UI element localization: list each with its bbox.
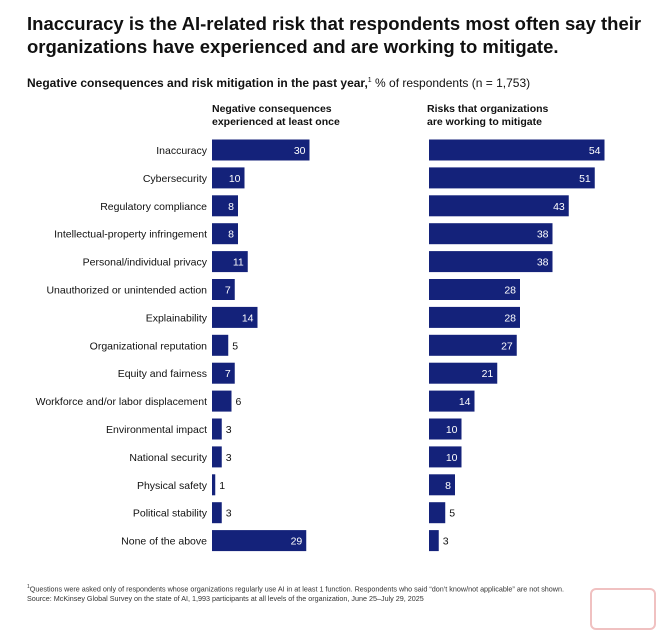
- bar-risk-mitigation: [429, 279, 520, 300]
- bar-negative-consequence: [212, 530, 307, 552]
- data-label: 8: [228, 201, 234, 213]
- bar-negative-consequence: [212, 139, 310, 161]
- footnote: 1Questions were asked only of respondent…: [27, 583, 657, 603]
- bar-negative-consequence: [212, 279, 235, 300]
- data-label: 27: [501, 340, 513, 352]
- category-label: National security: [129, 452, 207, 464]
- bar-risk-mitigation: [429, 167, 595, 189]
- data-label: 3: [226, 452, 232, 464]
- bar-risk-mitigation: [429, 251, 553, 273]
- category-label: Organizational reputation: [90, 340, 207, 352]
- category-label: Unauthorized or unintended action: [46, 285, 207, 297]
- bar-negative-consequence: [212, 223, 238, 245]
- data-label: 8: [445, 480, 451, 492]
- category-label: Intellectual-property infringement: [54, 229, 207, 241]
- data-label: 28: [504, 312, 516, 324]
- data-label: 54: [589, 145, 601, 157]
- category-label: None of the above: [121, 536, 207, 548]
- bar-risk-mitigation: [429, 390, 475, 412]
- category-label: Cybersecurity: [143, 173, 208, 185]
- bar-risk-mitigation: [429, 334, 517, 356]
- footnote-marker: 1: [27, 584, 30, 590]
- bar-negative-consequence: [212, 251, 248, 273]
- data-label: 14: [459, 396, 471, 408]
- bar-negative-consequence: [212, 502, 222, 524]
- data-label: 5: [449, 508, 455, 520]
- data-label: 51: [579, 173, 591, 185]
- bar-negative-consequence: [212, 474, 216, 496]
- data-label: 21: [482, 368, 494, 380]
- data-label: 1: [219, 480, 225, 492]
- data-label: 3: [443, 536, 449, 548]
- bar-risk-mitigation: [429, 530, 439, 552]
- footnote-text: 1Questions were asked only of respondent…: [27, 583, 657, 594]
- category-label: Political stability: [133, 508, 208, 520]
- bar-risk-mitigation: [429, 306, 520, 328]
- category-label: Inaccuracy: [156, 145, 208, 157]
- data-label: 6: [236, 396, 242, 408]
- watermark-stamp: [590, 588, 656, 630]
- data-label: 7: [225, 285, 231, 297]
- category-label: Workforce and/or labor displacement: [36, 396, 207, 408]
- bar-risk-mitigation: [429, 223, 553, 245]
- data-label: 30: [294, 145, 306, 157]
- bar-risk-mitigation: [429, 195, 569, 217]
- data-label: 28: [504, 285, 516, 297]
- category-label: Regulatory compliance: [100, 201, 207, 213]
- data-label: 10: [229, 173, 241, 185]
- data-label: 38: [537, 257, 549, 269]
- category-label: Physical safety: [137, 480, 208, 492]
- bar-risk-mitigation: [429, 418, 462, 440]
- bar-risk-mitigation: [429, 446, 462, 468]
- bar-risk-mitigation: [429, 362, 498, 384]
- bar-risk-mitigation: [429, 139, 605, 161]
- bar-negative-consequence: [212, 446, 222, 468]
- data-label: 10: [446, 452, 458, 464]
- data-label: 3: [226, 424, 232, 436]
- subtitle-footnote-marker: 1: [367, 77, 372, 84]
- subtitle-units: % of respondents (n = 1,753): [371, 76, 531, 90]
- data-label: 5: [232, 340, 238, 352]
- right-panel-header-line-2: are working to mitigate: [427, 115, 542, 128]
- data-label: 7: [225, 368, 231, 380]
- data-label: 3: [226, 508, 232, 520]
- bar-risk-mitigation: [429, 474, 455, 496]
- category-label: Explainability: [146, 312, 208, 324]
- data-label: 43: [553, 201, 565, 213]
- bar-negative-consequence: [212, 195, 238, 217]
- footnote-body: Questions were asked only of respondents…: [29, 584, 564, 594]
- category-label: Equity and fairness: [118, 368, 207, 380]
- bar-negative-consequence: [212, 362, 235, 384]
- data-label: 38: [537, 229, 549, 241]
- bar-risk-mitigation: [429, 502, 446, 524]
- category-label: Personal/individual privacy: [83, 257, 208, 269]
- right-panel-header: Risks that organizations are working to …: [427, 103, 627, 128]
- bar-negative-consequence: [212, 418, 222, 440]
- left-panel-header-line-1: Negative consequences: [212, 103, 332, 115]
- subtitle-main: Negative consequences and risk mitigatio…: [27, 76, 368, 90]
- data-label: 10: [446, 424, 458, 436]
- left-panel-header: Negative consequences experienced at lea…: [212, 103, 412, 128]
- bar-negative-consequence: [212, 167, 245, 189]
- data-label: 8: [228, 229, 234, 241]
- data-label: 11: [233, 257, 244, 269]
- source-note: Source: McKinsey Global Survey on the st…: [27, 593, 424, 603]
- bar-negative-consequence: [212, 334, 229, 356]
- right-panel-header-line-1: Risks that organizations: [427, 103, 549, 115]
- data-label: 29: [291, 536, 303, 548]
- data-label: 14: [242, 312, 254, 324]
- bar-negative-consequence: [212, 306, 258, 328]
- category-label: Environmental impact: [106, 424, 207, 436]
- chart-subtitle: Negative consequences and risk mitigatio…: [27, 73, 657, 91]
- chart-title: Inaccuracy is the AI-related risk that r…: [27, 13, 642, 57]
- left-panel-header-line-2: experienced at least once: [212, 115, 340, 128]
- bar-negative-consequence: [212, 390, 232, 412]
